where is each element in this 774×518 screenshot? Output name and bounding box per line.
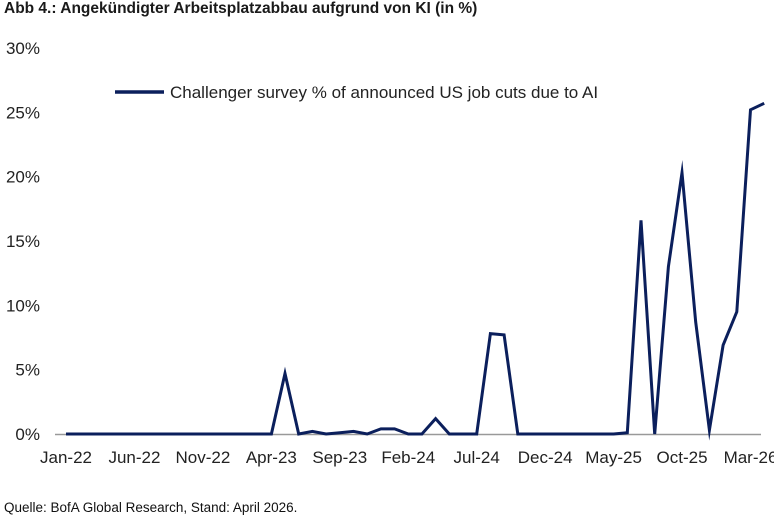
x-tick-label: Dec-24 — [518, 448, 573, 467]
y-tick-label: 5% — [15, 361, 40, 380]
x-tick-label: Jul-24 — [454, 448, 500, 467]
x-tick-label: Oct-25 — [657, 448, 708, 467]
x-tick-label: Feb-24 — [381, 448, 435, 467]
y-tick-label: 0% — [15, 425, 40, 444]
x-tick-label: May-25 — [585, 448, 642, 467]
x-tick-label: Jun-22 — [108, 448, 160, 467]
y-tick-label: 20% — [6, 168, 40, 187]
source-note: Quelle: BofA Global Research, Stand: Apr… — [4, 500, 298, 515]
x-tick-label: Sep-23 — [312, 448, 367, 467]
y-tick-label: 15% — [6, 232, 40, 251]
legend-label: Challenger survey % of announced US job … — [170, 83, 598, 102]
y-tick-label: 10% — [6, 296, 40, 315]
y-tick-label: 30% — [6, 39, 40, 58]
x-tick-label: Mar-26 — [724, 448, 774, 467]
x-tick-label: Jan-22 — [40, 448, 92, 467]
series-line — [66, 101, 765, 441]
x-tick-label: Apr-23 — [246, 448, 297, 467]
y-tick-label: 25% — [6, 103, 40, 122]
chart-title: Abb 4.: Angekündigter Arbeitsplatzabbau … — [4, 0, 478, 17]
x-tick-label: Nov-22 — [175, 448, 230, 467]
